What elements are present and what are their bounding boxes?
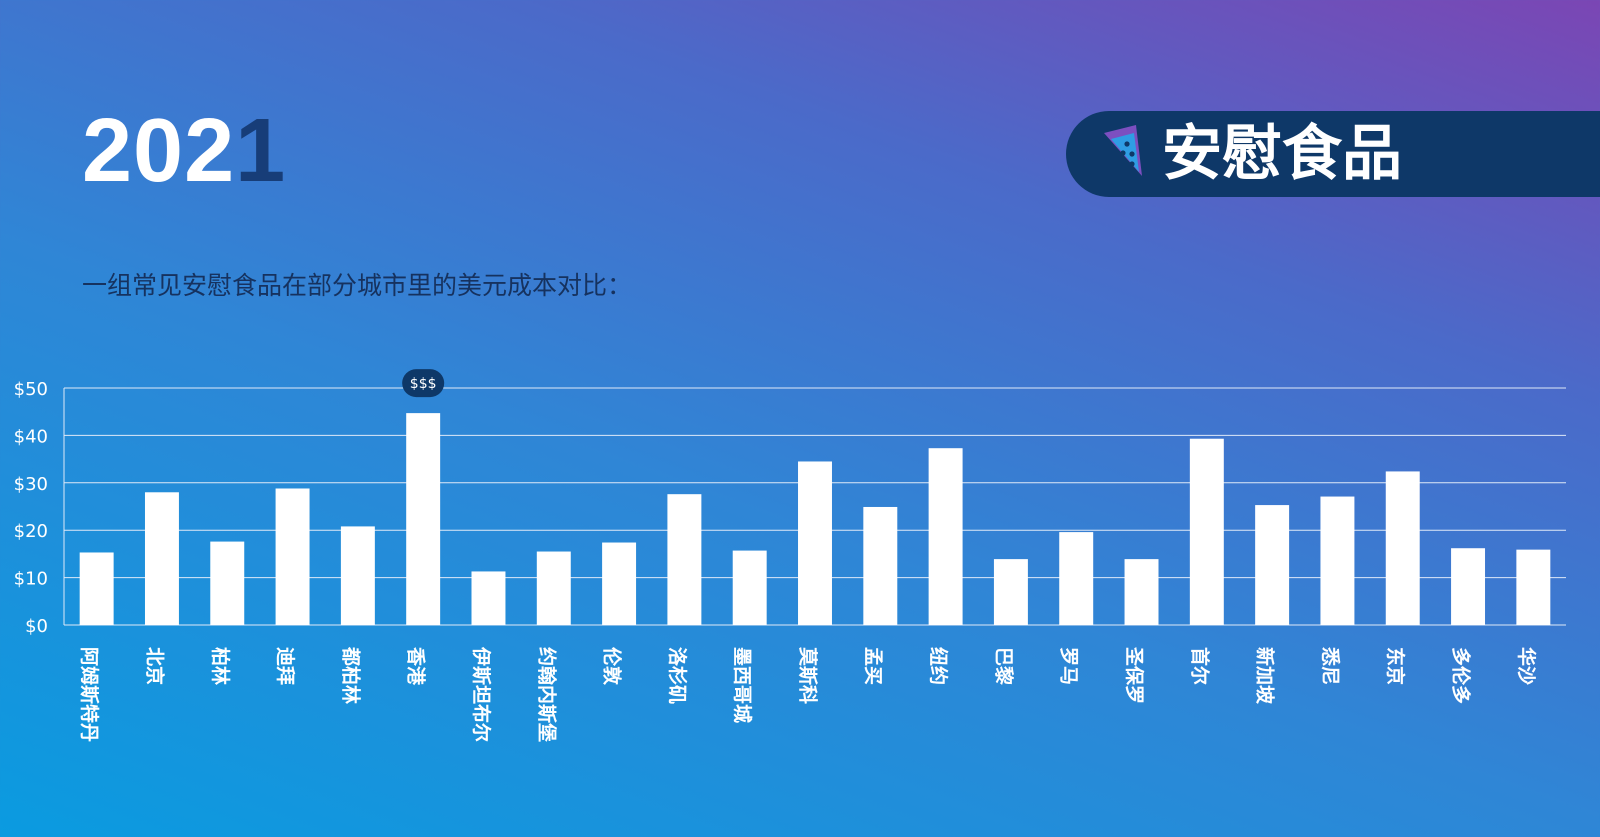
bar bbox=[798, 461, 832, 625]
x-tick-label: 约翰内斯堡 bbox=[535, 647, 558, 742]
bar bbox=[340, 526, 375, 625]
year-title-main: 202 bbox=[82, 101, 236, 201]
x-tick-label: 首尔 bbox=[1188, 647, 1211, 685]
x-tick-label: 香港 bbox=[405, 646, 427, 686]
x-tick-label: 孟买 bbox=[862, 647, 884, 685]
bar bbox=[993, 559, 1028, 625]
x-tick-label: 悉尼 bbox=[1319, 646, 1341, 685]
highlight-badge: $$$ bbox=[402, 369, 445, 398]
y-axis-ticks: $0 $10 $20 $30 $40 $50 bbox=[14, 379, 48, 637]
bar bbox=[79, 552, 114, 625]
x-tick-label: 迪拜 bbox=[274, 647, 296, 685]
bar bbox=[1385, 471, 1420, 625]
x-tick-label: 纽约 bbox=[927, 647, 950, 685]
pizza-slice-icon bbox=[1104, 125, 1142, 176]
y-tick-label: $40 bbox=[14, 426, 48, 447]
x-tick-label: 多伦多 bbox=[1450, 647, 1473, 704]
bar bbox=[602, 542, 637, 625]
bar bbox=[471, 571, 506, 625]
x-tick-label: 东京 bbox=[1384, 647, 1407, 685]
x-tick-label: 伦敦 bbox=[601, 647, 624, 686]
year-title: 2021 bbox=[82, 106, 286, 196]
bar bbox=[1451, 548, 1486, 625]
bar bbox=[144, 492, 179, 625]
bar bbox=[1516, 549, 1551, 625]
bar bbox=[667, 494, 702, 625]
x-tick-label: 阿姆斯特丹 bbox=[78, 647, 101, 742]
y-tick-label: $0 bbox=[25, 616, 48, 637]
bar bbox=[275, 488, 310, 625]
y-tick-label: $30 bbox=[14, 474, 48, 495]
bar-chart: $0 $10 $20 $30 $40 $50 阿姆斯特丹 北京 柏林 迪拜 都柏林 香港 伊斯坦布尔 约… bbox=[14, 369, 1566, 742]
x-tick-label: 墨西哥城 bbox=[731, 647, 754, 723]
x-tick-label: 华沙 bbox=[1515, 647, 1538, 685]
x-tick-label: 伊斯坦布尔 bbox=[470, 646, 493, 742]
year-title-accent: 1 bbox=[235, 101, 287, 201]
bar bbox=[732, 550, 767, 625]
x-axis-labels: 阿姆斯特丹 北京 柏林 迪拜 都柏林 香港 伊斯坦布尔 约翰内斯堡 伦敦 洛杉矶 墨西哥城 莫斯科 孟买… bbox=[78, 646, 1538, 742]
bar bbox=[1255, 505, 1290, 625]
chart-bars bbox=[79, 413, 1551, 625]
category-banner: 安慰食品 bbox=[1066, 111, 1600, 197]
bar bbox=[406, 413, 441, 625]
bar bbox=[210, 541, 245, 625]
x-tick-label: 洛杉矶 bbox=[666, 647, 689, 704]
bar bbox=[1189, 438, 1224, 625]
bar bbox=[1059, 532, 1094, 625]
bar bbox=[863, 506, 898, 625]
x-tick-label: 北京 bbox=[143, 647, 166, 685]
bar bbox=[536, 551, 571, 625]
x-tick-label: 圣保罗 bbox=[1123, 647, 1146, 704]
x-tick-label: 都柏林 bbox=[339, 646, 362, 704]
banner-title: 安慰食品 bbox=[1162, 119, 1402, 189]
y-tick-label: $20 bbox=[14, 521, 48, 542]
x-tick-label: 莫斯科 bbox=[797, 647, 820, 704]
badge-background bbox=[402, 369, 445, 398]
bar bbox=[1124, 559, 1159, 625]
y-tick-label: $10 bbox=[14, 569, 48, 590]
chart-subtitle: 一组常见安慰食品在部分城市里的美元成本对比： bbox=[82, 271, 633, 300]
x-tick-label: 新加坡 bbox=[1254, 647, 1277, 705]
bar bbox=[928, 448, 963, 625]
x-tick-label: 巴黎 bbox=[992, 647, 1014, 685]
x-tick-label: 柏林 bbox=[209, 647, 232, 685]
badge-label: $$$ bbox=[410, 376, 437, 392]
bar bbox=[1320, 496, 1355, 625]
x-tick-label: 罗马 bbox=[1058, 647, 1080, 685]
y-tick-label: $50 bbox=[14, 379, 48, 400]
